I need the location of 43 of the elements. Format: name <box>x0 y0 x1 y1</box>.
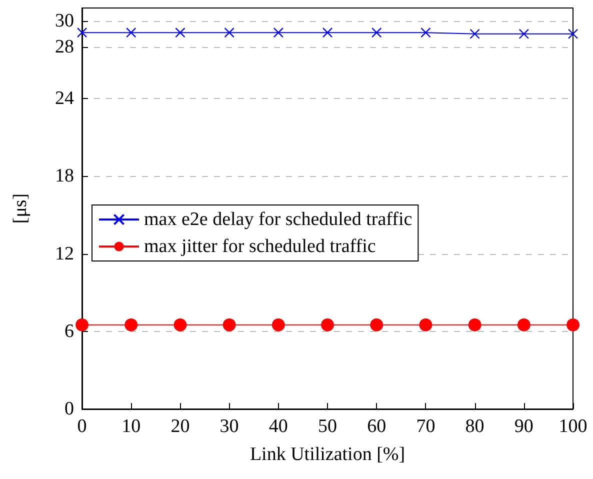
x-tick-label: 50 <box>318 416 337 437</box>
x-tick-label: 40 <box>268 416 288 437</box>
x-tick-label: 90 <box>514 416 534 437</box>
point <box>175 27 186 38</box>
point <box>419 318 432 332</box>
point <box>76 318 88 332</box>
x-tick-label: 10 <box>122 416 141 437</box>
point <box>174 318 187 332</box>
x-tick-label: 100 <box>558 416 588 437</box>
point <box>372 27 382 38</box>
point <box>322 27 333 38</box>
y-tick-label: 18 <box>55 166 74 187</box>
x-tick-label: 80 <box>465 416 484 437</box>
point <box>273 27 284 38</box>
point <box>126 27 136 38</box>
y-tick-label: 0 <box>64 398 74 420</box>
point <box>124 318 138 332</box>
point <box>224 27 234 38</box>
point <box>568 28 578 39</box>
y-tick-label: 12 <box>55 243 74 264</box>
point <box>420 27 431 38</box>
y-tick-label: 28 <box>55 36 74 58</box>
legend-label: max e2e delay for scheduled traffic <box>144 209 412 230</box>
point <box>566 318 580 332</box>
point <box>468 318 482 332</box>
y-tick-label: 6 <box>64 320 74 342</box>
point <box>517 318 530 332</box>
y-tick-label: 30 <box>55 10 74 32</box>
x-tick-label: 20 <box>170 416 190 437</box>
point <box>470 28 480 39</box>
point <box>370 318 384 332</box>
point <box>76 27 88 38</box>
y-tick-label: 24 <box>55 88 74 110</box>
x-tick-label: 70 <box>416 416 436 437</box>
x-tick-label: 30 <box>220 416 239 437</box>
y-axis-title: [μs] <box>10 193 31 224</box>
x-tick-label: 60 <box>367 416 386 437</box>
x-axis-title: Link Utilization [%] <box>250 444 406 465</box>
point <box>272 318 285 332</box>
legend-label: max jitter for scheduled traffic <box>144 236 376 257</box>
point <box>518 28 529 39</box>
point <box>222 318 236 332</box>
point <box>321 318 334 332</box>
